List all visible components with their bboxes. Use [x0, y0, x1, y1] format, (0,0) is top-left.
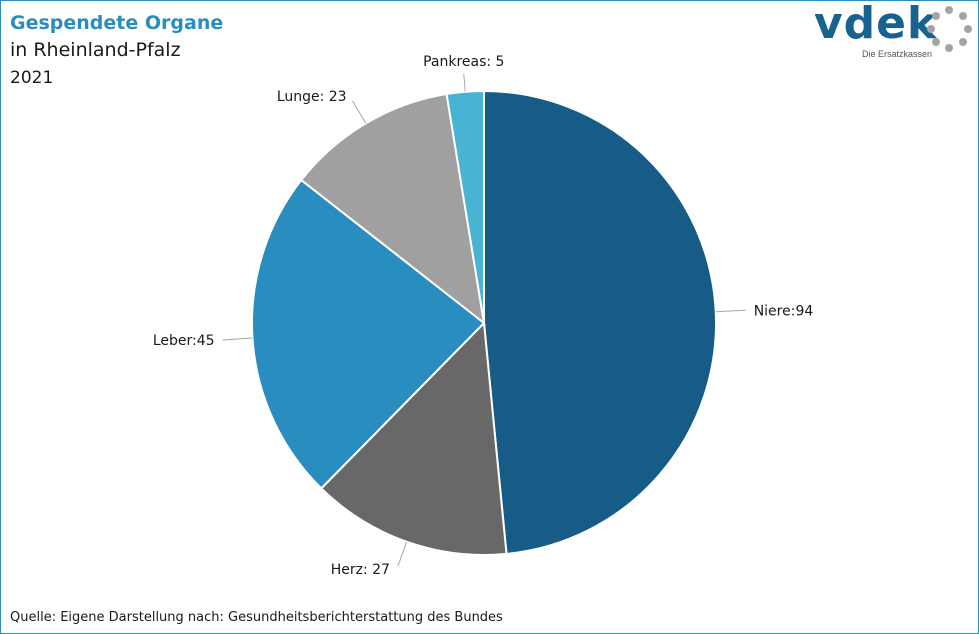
pie-slice-niere: [483, 89, 717, 555]
source-note: Quelle: Eigene Darstellung nach: Gesundh…: [10, 610, 503, 625]
leader-line-niere: [715, 309, 746, 313]
chart-year: 2021: [10, 68, 54, 88]
vdek-logo: vdek Die Ersatzkassen: [812, 0, 978, 64]
data-label-leber: Leber:45: [153, 333, 215, 349]
leader-line-leber: [222, 337, 253, 341]
chart-subtitle: in Rheinland-Pfalz: [10, 39, 181, 61]
data-label-pankreas: Pankreas: 5: [423, 54, 504, 70]
leader-line-herz: [397, 541, 408, 567]
logo-tagline: Die Ersatzkassen: [862, 49, 933, 59]
chart-title: Gespendete Organe: [10, 12, 224, 34]
logo-dots-icon: [927, 6, 972, 52]
leader-line-lunge: [352, 100, 367, 124]
logo-wordmark: vdek: [814, 0, 938, 49]
data-label-herz: Herz: 27: [331, 562, 390, 578]
leader-line-pankreas: [463, 73, 466, 92]
title-block: Gespendete Organe in Rheinland-Pfalz 202…: [10, 10, 223, 92]
pie-slice-leber: [251, 178, 486, 490]
data-label-niere: Niere:94: [754, 303, 814, 319]
data-label-lunge: Lunge: 23: [277, 89, 347, 105]
